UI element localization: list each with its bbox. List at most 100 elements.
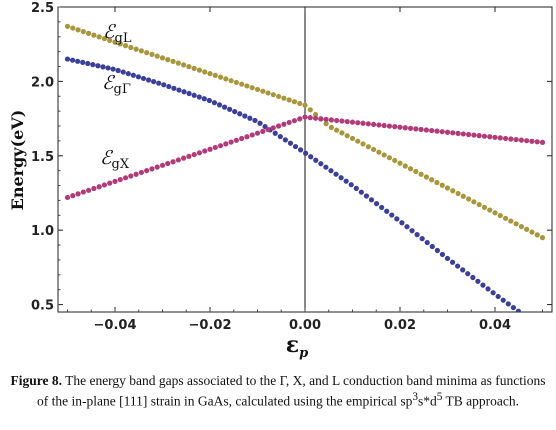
data-point bbox=[518, 137, 524, 143]
data-point bbox=[497, 212, 503, 219]
data-point bbox=[323, 121, 329, 127]
data-point bbox=[154, 164, 160, 170]
data-point bbox=[196, 94, 202, 100]
data-point bbox=[80, 189, 86, 195]
data-point bbox=[265, 90, 271, 96]
data-point bbox=[171, 85, 177, 91]
data-point bbox=[107, 37, 113, 43]
data-point bbox=[466, 131, 472, 138]
data-point bbox=[228, 78, 234, 84]
data-point bbox=[508, 218, 514, 224]
data-point bbox=[508, 136, 514, 142]
data-point bbox=[534, 232, 540, 238]
data-point bbox=[237, 111, 243, 117]
data-point bbox=[175, 157, 181, 163]
data-point bbox=[513, 221, 519, 227]
data-point bbox=[312, 115, 319, 121]
data-point bbox=[95, 63, 101, 69]
x-tick-label: 0.04 bbox=[479, 318, 511, 333]
data-point bbox=[144, 50, 150, 56]
data-point bbox=[502, 215, 509, 221]
data-point bbox=[176, 87, 182, 93]
data-point bbox=[495, 293, 501, 300]
series-gL bbox=[64, 23, 546, 241]
data-point bbox=[323, 116, 329, 122]
curve-symbol: ℰ bbox=[102, 72, 116, 94]
data-point bbox=[455, 130, 461, 136]
data-point bbox=[270, 92, 276, 98]
x-tick-label: 0.02 bbox=[384, 318, 416, 333]
data-point bbox=[521, 312, 526, 317]
data-point bbox=[349, 135, 356, 142]
data-point bbox=[389, 212, 395, 218]
data-point bbox=[272, 130, 278, 136]
data-point bbox=[450, 130, 456, 136]
data-point bbox=[480, 282, 486, 288]
curve-subscript: gΓ bbox=[114, 82, 131, 97]
data-point bbox=[201, 96, 207, 102]
data-point bbox=[297, 116, 303, 122]
data-point bbox=[386, 155, 393, 161]
data-point bbox=[207, 71, 213, 77]
data-point bbox=[450, 188, 456, 194]
data-point bbox=[232, 108, 238, 115]
curve-label-gX: ℰgX bbox=[100, 147, 130, 172]
data-point bbox=[202, 69, 208, 75]
data-point bbox=[100, 64, 106, 70]
data-point bbox=[476, 133, 482, 139]
data-point bbox=[371, 146, 377, 153]
data-point bbox=[133, 46, 139, 52]
data-point bbox=[122, 43, 129, 49]
data-point bbox=[86, 30, 92, 36]
data-point bbox=[196, 67, 203, 73]
data-point bbox=[344, 133, 350, 139]
data-point bbox=[282, 137, 288, 143]
data-point bbox=[276, 93, 282, 100]
data-point bbox=[138, 169, 144, 176]
data-point bbox=[355, 120, 361, 126]
data-point bbox=[466, 196, 472, 202]
data-point bbox=[434, 247, 440, 254]
data-point bbox=[91, 32, 97, 38]
data-point bbox=[381, 152, 387, 158]
data-point bbox=[286, 97, 292, 103]
data-point bbox=[339, 118, 345, 124]
data-point bbox=[429, 177, 435, 183]
data-point bbox=[513, 136, 519, 143]
data-point bbox=[397, 160, 403, 166]
data-point bbox=[392, 124, 398, 130]
y-tick-label: 1.0 bbox=[31, 224, 54, 239]
data-point bbox=[217, 74, 224, 80]
data-point bbox=[471, 132, 477, 138]
data-point bbox=[254, 130, 261, 136]
data-point bbox=[128, 173, 134, 179]
data-point bbox=[318, 161, 324, 167]
data-point bbox=[138, 48, 144, 54]
data-point bbox=[64, 194, 71, 201]
data-point bbox=[186, 90, 192, 97]
data-point bbox=[227, 106, 233, 112]
data-point bbox=[348, 182, 354, 188]
x-tick-label: −0.04 bbox=[94, 318, 137, 333]
caption-sup-2: 5 bbox=[436, 391, 443, 403]
data-point bbox=[487, 207, 493, 213]
data-point bbox=[529, 229, 535, 235]
data-point bbox=[434, 179, 440, 186]
data-point bbox=[434, 128, 440, 134]
data-point bbox=[80, 59, 86, 66]
y-axis-label: Energy(eV) bbox=[8, 110, 27, 211]
data-point bbox=[490, 290, 496, 296]
data-point bbox=[360, 141, 366, 147]
data-point bbox=[191, 65, 197, 71]
data-point bbox=[414, 232, 420, 238]
data-point bbox=[492, 210, 498, 216]
data-point bbox=[249, 85, 255, 91]
data-point bbox=[510, 304, 516, 311]
data-point bbox=[281, 121, 287, 127]
data-point bbox=[384, 208, 390, 214]
data-point bbox=[334, 117, 340, 124]
data-point bbox=[291, 118, 298, 124]
data-point bbox=[276, 123, 282, 129]
data-point bbox=[281, 95, 287, 101]
data-point bbox=[353, 185, 359, 191]
